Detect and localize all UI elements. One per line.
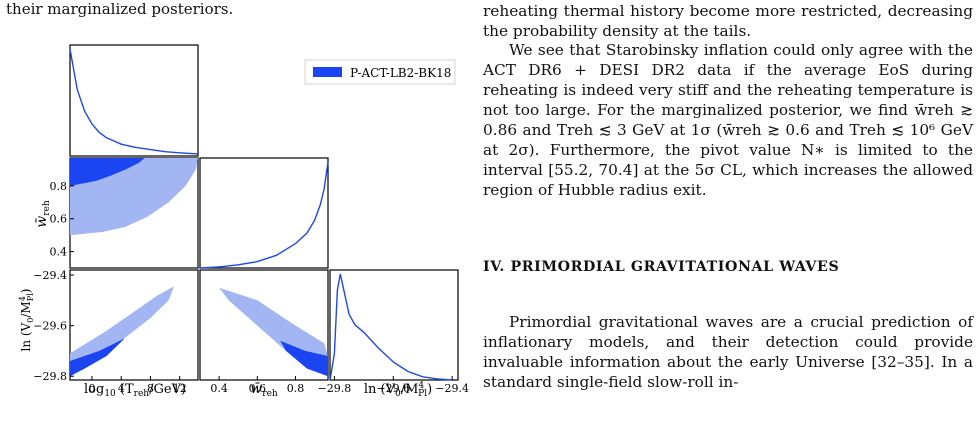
axis-ticks: 0 4 8 12 0.4 0.6 0.8 −29.8 −29.6 −29.4 0.8 0.6 0.4 −2… [33,180,469,395]
contour-log10T_lnV0-sigma1 [70,338,125,377]
ylabel-lnV0: ln (V0/M4Pl) [18,289,35,352]
paragraph-gravitational-waves: Primordial gravitational waves are a cru… [483,313,973,391]
panel-frame-1-1 [199,157,329,269]
xtick-label-wreh: 0.8 [287,382,305,395]
xtick-label-log10T: 8 [147,382,154,395]
xtick-label-lnV0: −29.6 [376,382,410,395]
ytick-label-wreh: 0.8 [50,180,68,193]
ytick-label-lnV0: −29.4 [33,269,67,282]
ytick-label-wreh: 0.4 [50,246,68,259]
ytick-label-lnV0: −29.6 [33,320,67,333]
figure-caption-tail: their marginalized posteriors. [6,0,234,18]
contour-log10T_wreh [70,158,198,236]
xlabel-log10T: log10 (Treh/GeV) [84,382,186,399]
xtick-label-log10T: 4 [118,382,125,395]
ylabel-wreh: w̄reh [34,200,52,228]
panel-frame-0-0 [69,44,199,157]
panel-frame-2-0 [69,269,199,381]
ytick-label-wreh: 0.6 [50,213,68,226]
section-heading: IV. PRIMORDIAL GRAVITATIONAL WAVES [483,259,840,275]
paragraph-continuation: reheating thermal history become more re… [483,2,973,40]
xlabel-lnV0: ln (V0/M4 Pl) [364,381,432,399]
paragraph-starobinsky: We see that Starobinsky inflation could … [483,41,973,199]
panel-frame-2-2 [329,269,459,381]
legend-box [304,59,456,85]
contour-log10T_wreh-sigma1 [70,158,145,186]
ytick-label-lnV0: −29.8 [33,370,67,383]
contour-wreh_lnV0 [219,287,328,377]
xtick-label-lnV0: −29.4 [435,382,469,395]
marginal-wreh [199,161,329,269]
contour-log10T_lnV0 [70,286,174,377]
xtick-label-lnV0: −29.8 [318,382,352,395]
xtick-label-wreh: 0.4 [210,382,228,395]
xtick-label-wreh: 0.6 [249,382,267,395]
legend-swatch [313,67,342,77]
panel-frame-2-1 [199,269,329,381]
legend-label: P-ACT-LB2-BK18 [350,66,451,80]
contour-wreh_lnV0-sigma1 [280,340,328,377]
xtick-label-log10T: 0 [88,382,95,395]
marginal-curves [69,48,453,381]
xtick-label-log10T: 12 [173,382,187,395]
corner-plot: 0 4 8 12 0.4 0.6 0.8 −29.8 −29.6 −29.4 0.8 0.6 0.4 −2… [18,44,469,399]
contour-fills [70,158,328,377]
marginal-lnV0 [329,273,453,381]
marginal-log10T [69,48,199,155]
